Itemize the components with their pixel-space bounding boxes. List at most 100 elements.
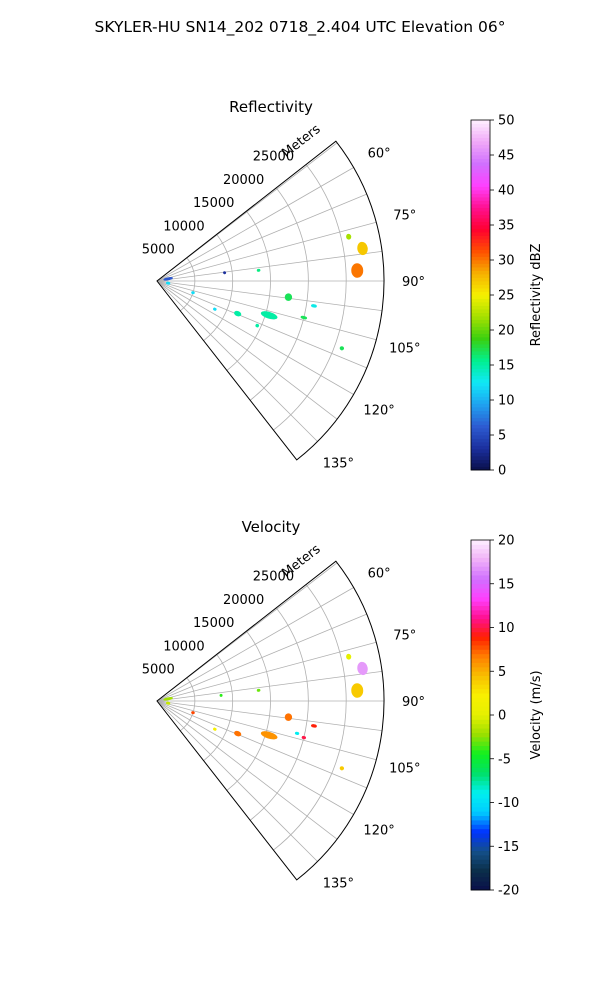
colorbar-segment bbox=[471, 403, 490, 408]
colorbar-segment bbox=[471, 267, 490, 271]
azimuth-tick-label: 120° bbox=[363, 823, 394, 838]
sector-outline bbox=[156, 560, 385, 881]
azimuth-tick-label: 105° bbox=[389, 761, 420, 776]
colorbar-segment bbox=[471, 414, 490, 418]
colorbar-segment bbox=[471, 389, 490, 394]
colorbar-segment bbox=[471, 221, 490, 226]
range-tick-label: 5000 bbox=[142, 663, 175, 678]
colorbar-segment bbox=[471, 793, 490, 799]
colorbar-segment bbox=[471, 618, 490, 624]
echo-cell bbox=[234, 310, 242, 317]
range-ring bbox=[226, 210, 271, 371]
colorbar-segment bbox=[471, 671, 490, 677]
colorbar-segment bbox=[471, 375, 490, 380]
colorbar-segment bbox=[471, 340, 490, 345]
echo-cell bbox=[311, 304, 317, 308]
colorbar-segment bbox=[471, 828, 490, 834]
colorbar-segment bbox=[471, 640, 490, 646]
colorbar-segment bbox=[471, 754, 490, 760]
colorbar-segment bbox=[471, 256, 490, 261]
colorbar-segment bbox=[471, 846, 490, 852]
colorbar-segment bbox=[471, 431, 490, 436]
colorbar-segment bbox=[471, 326, 490, 331]
colorbar-segment bbox=[471, 710, 490, 716]
azimuth-gridline bbox=[156, 280, 383, 312]
colorbar-segment bbox=[471, 623, 490, 628]
echo-cell bbox=[255, 323, 260, 328]
echo-cell bbox=[213, 727, 217, 731]
range-tick-label: 10000 bbox=[163, 219, 204, 234]
colorbar-segment bbox=[471, 631, 490, 637]
echo-cell bbox=[191, 711, 195, 715]
colorbar-segment bbox=[471, 141, 490, 145]
colorbar-tick-label: 15 bbox=[498, 359, 515, 374]
colorbar-segment bbox=[471, 579, 490, 585]
colorbar-segment bbox=[471, 806, 490, 812]
range-tick-label: 25000 bbox=[253, 150, 294, 165]
azimuth-tick-label: 120° bbox=[363, 403, 394, 418]
colorbar-segment bbox=[471, 666, 490, 672]
colorbar-segment bbox=[471, 197, 490, 201]
colorbar-segment bbox=[471, 410, 490, 415]
colorbar-segment bbox=[471, 274, 490, 278]
echo-cell bbox=[284, 293, 293, 301]
azimuth-gridline bbox=[156, 280, 367, 369]
echo-cell bbox=[300, 315, 308, 320]
echo-cell bbox=[256, 688, 261, 692]
colorbar-segment bbox=[471, 158, 490, 163]
colorbar-segment bbox=[471, 172, 490, 177]
colorbar-segment bbox=[471, 253, 490, 257]
colorbar-segment bbox=[471, 295, 490, 299]
colorbar-segment bbox=[471, 239, 490, 243]
colorbar-segment bbox=[471, 260, 490, 264]
range-tick-label: 10000 bbox=[163, 639, 204, 654]
echo-cell bbox=[213, 307, 217, 311]
echo-cell bbox=[301, 735, 307, 740]
colorbar-segment bbox=[471, 872, 490, 878]
echo-cell bbox=[234, 730, 242, 737]
colorbar-segment bbox=[471, 693, 490, 698]
azimuth-gridline bbox=[156, 700, 367, 789]
range-axis-label: Meters bbox=[279, 542, 323, 581]
azimuth-gridline bbox=[156, 641, 377, 702]
azimuth-gridline bbox=[156, 280, 318, 442]
colorbar-segment bbox=[471, 169, 490, 173]
colorbar-segment bbox=[471, 386, 490, 390]
colorbar-segment bbox=[471, 540, 490, 545]
colorbar-segment bbox=[471, 548, 490, 554]
colorbar-segment bbox=[471, 449, 490, 453]
colorbar-segment bbox=[471, 435, 490, 439]
colorbar-segment bbox=[471, 242, 490, 247]
range-ring bbox=[203, 234, 234, 341]
colorbar-segment bbox=[471, 824, 490, 830]
colorbar-segment bbox=[471, 319, 490, 324]
colorbar-segment bbox=[471, 715, 490, 720]
colorbar-segment bbox=[471, 561, 490, 567]
colorbar-segment bbox=[471, 281, 490, 285]
colorbar-segment bbox=[471, 876, 490, 882]
colorbar-segment bbox=[471, 120, 490, 124]
azimuth-tick-label: 60° bbox=[368, 567, 391, 582]
colorbar-segment bbox=[471, 837, 490, 843]
colorbar-segment bbox=[471, 302, 490, 306]
colorbar-segment bbox=[471, 841, 490, 847]
colorbar-segment bbox=[471, 309, 490, 313]
colorbar-segment bbox=[471, 214, 490, 219]
colorbar-tick-label: 5 bbox=[498, 665, 506, 680]
colorbar-segment bbox=[471, 610, 490, 615]
colorbar-tick-label: 10 bbox=[498, 394, 515, 409]
colorbar-segment bbox=[471, 771, 490, 777]
panel-title: Velocity bbox=[242, 518, 301, 536]
colorbar-segment bbox=[471, 127, 490, 131]
colorbar-segment bbox=[471, 785, 490, 790]
echo-cell bbox=[346, 653, 352, 660]
colorbar-segment bbox=[471, 736, 490, 742]
colorbar-tick-label: -5 bbox=[498, 752, 511, 767]
colorbar-segment bbox=[471, 776, 490, 782]
figure-title: SKYLER-HU SN14_202 0718_2.404 UTC Elevat… bbox=[95, 18, 506, 37]
colorbar-segment bbox=[471, 284, 490, 289]
colorbar-segment bbox=[471, 684, 490, 690]
colorbar-segment bbox=[471, 263, 490, 268]
colorbar-segment bbox=[471, 204, 490, 208]
colorbar-segment bbox=[471, 701, 490, 707]
